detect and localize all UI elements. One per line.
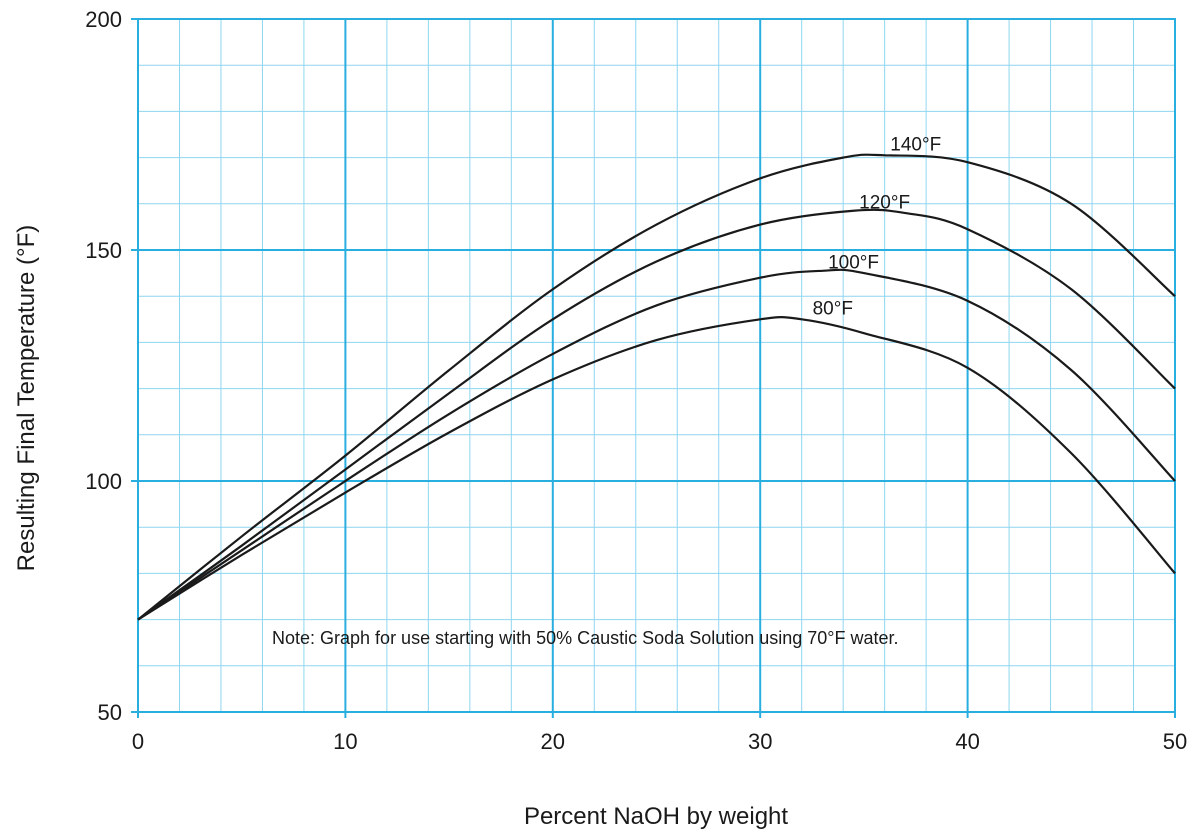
chart-note: Note: Graph for use starting with 50% Ca… xyxy=(272,628,899,648)
curves xyxy=(137,153,1176,621)
x-tick-label: 0 xyxy=(132,729,144,754)
x-tick-label: 10 xyxy=(333,729,357,754)
x-tick-label: 50 xyxy=(1163,729,1187,754)
x-axis-title: Percent NaOH by weight xyxy=(524,803,788,830)
curve-100f xyxy=(137,268,1176,621)
curve-label-80f: 80°F xyxy=(813,299,853,320)
major-grid xyxy=(137,18,1176,713)
minor-grid xyxy=(138,19,1175,712)
tick-labels: 0 10 20 30 40 50 50 100 150 200 xyxy=(85,7,1187,754)
curve-140f xyxy=(137,153,1176,621)
curve-label-140f: 140°F xyxy=(890,135,941,156)
curve-labels: 80°F 100°F 120°F 140°F xyxy=(813,135,942,320)
curve-label-120f: 120°F xyxy=(859,192,910,213)
x-tick-label: 40 xyxy=(955,729,979,754)
curve-label-100f: 100°F xyxy=(828,252,879,273)
y-tick-label: 50 xyxy=(98,700,122,725)
curve-80f xyxy=(137,316,1176,621)
curve-120f xyxy=(137,208,1176,621)
y-tick-label: 150 xyxy=(85,238,122,263)
y-tick-label: 200 xyxy=(85,7,122,32)
x-tick-label: 30 xyxy=(748,729,772,754)
plot-frame xyxy=(137,18,1176,713)
y-tick-label: 100 xyxy=(85,469,122,494)
x-tick-label: 20 xyxy=(541,729,565,754)
y-axis-title: Resulting Final Temperature (°F) xyxy=(13,225,40,572)
